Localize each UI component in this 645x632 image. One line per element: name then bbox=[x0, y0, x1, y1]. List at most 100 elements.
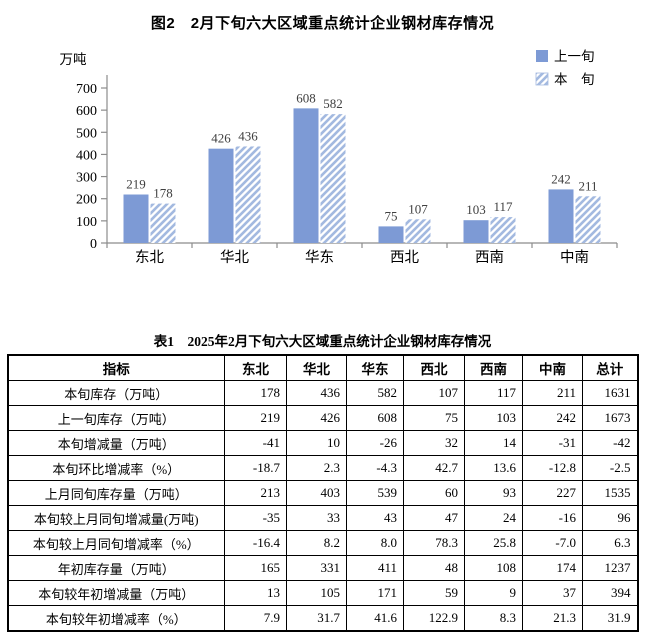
value-cell: 59 bbox=[403, 580, 465, 606]
table-row: 本旬库存（万吨） 178 436 582 107 117 211 1631 bbox=[7, 380, 638, 406]
column-header: 华北 bbox=[286, 354, 347, 381]
value-cell: 242 bbox=[522, 405, 583, 431]
chart-section: 图2 2月下旬六大区域重点统计企业钢材库存情况 0 100 200 300 400 500… bbox=[0, 0, 645, 302]
value-cell: 103 bbox=[464, 405, 523, 431]
bar-value-label: 103 bbox=[466, 202, 486, 217]
table-title: 表1 2025年2月下旬六大区域重点统计企业钢材库存情况 bbox=[153, 334, 492, 349]
bar-chart: 0 100 200 300 400 500 600 700 万吨 219 178 东北 426 436 华北… bbox=[60, 49, 618, 266]
table-row: 年初库存量（万吨） 165 331 411 48 108 174 1237 bbox=[7, 555, 638, 581]
value-cell: 122.9 bbox=[403, 605, 465, 632]
value-cell: -16.4 bbox=[224, 530, 287, 556]
value-cell: -4.3 bbox=[346, 455, 404, 481]
row-label: 本旬库存（万吨） bbox=[7, 380, 225, 406]
value-cell: 1631 bbox=[582, 380, 638, 406]
row-label: 本旬增减量（万吨） bbox=[7, 430, 225, 456]
value-cell: 1237 bbox=[582, 555, 638, 581]
value-cell: 403 bbox=[286, 480, 347, 506]
value-cell: 165 bbox=[224, 555, 287, 581]
bar-value-label: 426 bbox=[211, 131, 231, 146]
category-label: 华东 bbox=[305, 249, 334, 266]
row-label: 本旬较年初增减率（%） bbox=[7, 605, 225, 632]
row-label: 本旬环比增减率（%） bbox=[7, 455, 225, 481]
value-cell: 582 bbox=[346, 380, 404, 406]
value-cell: 9 bbox=[464, 580, 523, 606]
value-cell: -42 bbox=[582, 430, 638, 456]
bar-previous-period bbox=[548, 189, 574, 243]
value-cell: 174 bbox=[522, 555, 583, 581]
value-cell: 24 bbox=[464, 505, 523, 531]
row-label: 上月同旬库存量（万吨） bbox=[7, 480, 225, 506]
value-cell: 43 bbox=[346, 505, 404, 531]
value-cell: 8.2 bbox=[286, 530, 347, 556]
column-header: 中南 bbox=[522, 354, 583, 381]
legend-marker-solid bbox=[536, 50, 548, 62]
bar-previous-period bbox=[208, 148, 234, 243]
bar-previous-period bbox=[123, 194, 149, 243]
bar-current-period bbox=[320, 114, 346, 243]
bar-previous-period bbox=[463, 220, 489, 243]
value-cell: -26 bbox=[346, 430, 404, 456]
value-cell: 48 bbox=[403, 555, 465, 581]
y-tick-label: 200 bbox=[76, 193, 97, 208]
inventory-table: 指标 东北 华北 华东 西北 西南 中南 总计 本旬库存（万吨） 178 436 582 107 117… bbox=[6, 354, 639, 632]
value-cell: 8.3 bbox=[464, 605, 523, 632]
value-cell: 331 bbox=[286, 555, 347, 581]
y-tick-label: 400 bbox=[76, 148, 97, 163]
legend-label: 上一旬 bbox=[554, 49, 595, 64]
bar-value-label: 219 bbox=[126, 177, 146, 192]
value-cell: 608 bbox=[346, 405, 404, 431]
row-label: 上一旬库存（万吨） bbox=[7, 405, 225, 431]
value-cell: -7.0 bbox=[522, 530, 583, 556]
y-tick-label: 500 bbox=[76, 126, 97, 141]
value-cell: 25.8 bbox=[464, 530, 523, 556]
row-label: 本旬较年初增减量（万吨） bbox=[7, 580, 225, 606]
value-cell: 32 bbox=[403, 430, 465, 456]
column-header: 总计 bbox=[582, 354, 638, 381]
value-cell: 394 bbox=[582, 580, 638, 606]
bar-current-period bbox=[405, 219, 431, 243]
value-cell: 411 bbox=[346, 555, 404, 581]
value-cell: 171 bbox=[346, 580, 404, 606]
value-cell: 539 bbox=[346, 480, 404, 506]
row-label: 本旬较上月同旬增减量(万吨) bbox=[7, 505, 225, 531]
table-section: 表1 2025年2月下旬六大区域重点统计企业钢材库存情况 指标 东北 华北 华东 西北西… bbox=[0, 330, 645, 632]
value-cell: 13 bbox=[224, 580, 287, 606]
value-cell: 108 bbox=[464, 555, 523, 581]
value-cell: 107 bbox=[403, 380, 465, 406]
value-cell: 13.6 bbox=[464, 455, 523, 481]
value-cell: 105 bbox=[286, 580, 347, 606]
value-cell: 42.7 bbox=[403, 455, 465, 481]
table-row: 上一旬库存（万吨） 219 426 608 75 103 242 1673 bbox=[7, 405, 638, 431]
table-row: 本旬较年初增减量（万吨） 13 105 171 59 9 37 394 bbox=[7, 580, 638, 606]
category-label: 中南 bbox=[560, 249, 589, 266]
bar-current-period bbox=[490, 217, 516, 243]
value-cell: 33 bbox=[286, 505, 347, 531]
value-cell: 31.7 bbox=[286, 605, 347, 632]
table-row: 本旬较年初增减率（%） 7.9 31.7 41.6 122.9 8.3 21.3 31.9 bbox=[7, 605, 638, 632]
value-cell: -16 bbox=[522, 505, 583, 531]
y-tick-label: 700 bbox=[76, 82, 97, 97]
value-cell: 1535 bbox=[582, 480, 638, 506]
value-cell: -2.5 bbox=[582, 455, 638, 481]
legend-marker-hatched bbox=[535, 72, 549, 86]
bar-value-label: 436 bbox=[238, 128, 258, 143]
table-row: 本旬增减量（万吨） -41 10 -26 32 14 -31 -42 bbox=[7, 430, 638, 456]
value-cell: 21.3 bbox=[522, 605, 583, 632]
column-header: 指标 bbox=[7, 354, 225, 381]
value-cell: 8.0 bbox=[346, 530, 404, 556]
value-cell: 10 bbox=[286, 430, 347, 456]
legend-label: 本 旬 bbox=[554, 72, 595, 87]
value-cell: 178 bbox=[224, 380, 287, 406]
table-row: 本旬较上月同旬增减量(万吨) -35 33 43 47 24 -16 96 bbox=[7, 505, 638, 531]
bar-value-label: 75 bbox=[385, 208, 398, 223]
table-row: 上月同旬库存量（万吨） 213 403 539 60 93 227 1535 bbox=[7, 480, 638, 506]
bar-current-period bbox=[150, 203, 176, 243]
value-cell: 227 bbox=[522, 480, 583, 506]
value-cell: 96 bbox=[582, 505, 638, 531]
value-cell: 75 bbox=[403, 405, 465, 431]
y-tick-label: 100 bbox=[76, 215, 97, 230]
value-cell: 426 bbox=[286, 405, 347, 431]
bar-previous-period bbox=[293, 108, 319, 243]
value-cell: 37 bbox=[522, 580, 583, 606]
